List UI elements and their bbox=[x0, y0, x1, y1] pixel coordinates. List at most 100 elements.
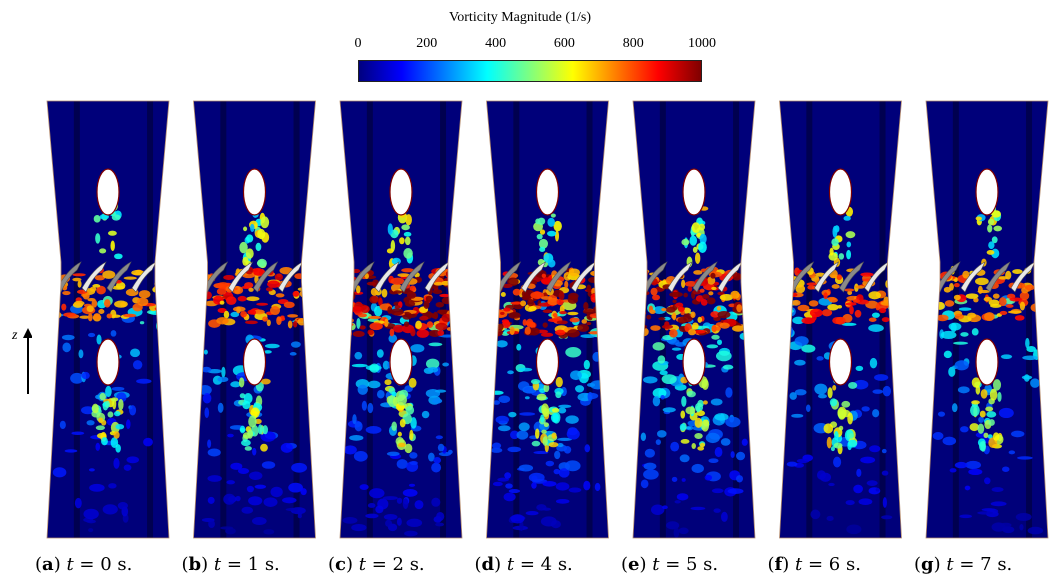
wake-blob bbox=[833, 442, 843, 449]
vortex-blob bbox=[143, 437, 153, 447]
shear-blob bbox=[96, 285, 106, 295]
upper-cylinder bbox=[535, 168, 560, 216]
shear-blob bbox=[717, 291, 725, 296]
shear-blob bbox=[926, 302, 936, 306]
shear-blob bbox=[508, 312, 521, 319]
shear-blob bbox=[486, 292, 494, 298]
vortex-blob bbox=[566, 428, 580, 440]
shear-blob bbox=[256, 302, 269, 306]
vortex-blob bbox=[570, 370, 582, 381]
wake-blob bbox=[547, 259, 556, 268]
vortex-blob bbox=[432, 398, 443, 404]
vortex-blob bbox=[666, 521, 680, 530]
wake-blob bbox=[248, 415, 257, 428]
colorbar-tick-label: 0 bbox=[354, 36, 362, 51]
vortex-blob bbox=[705, 432, 720, 444]
panel-a bbox=[46, 100, 170, 539]
shear-blob bbox=[540, 296, 553, 300]
panel-c bbox=[339, 100, 463, 539]
shear-blob bbox=[638, 271, 646, 279]
vortex-blob bbox=[736, 451, 746, 461]
wake-blob bbox=[686, 390, 696, 398]
vortex-blob bbox=[96, 334, 102, 345]
shear-blob bbox=[868, 317, 877, 322]
wake-blob bbox=[975, 216, 982, 221]
shear-blob bbox=[926, 270, 931, 274]
vortex-blob bbox=[587, 391, 593, 402]
shear-blob bbox=[445, 270, 457, 278]
vortex-blob bbox=[102, 504, 118, 515]
shear-blob bbox=[352, 330, 365, 338]
wake-blob bbox=[110, 437, 119, 448]
shear-blob bbox=[406, 291, 417, 299]
wake-blob bbox=[829, 247, 834, 256]
vortex-blob bbox=[662, 505, 668, 510]
z-axis-arrow bbox=[23, 328, 32, 394]
shear-blob bbox=[435, 301, 445, 308]
vortex-blob bbox=[352, 414, 357, 425]
shear-blob bbox=[702, 294, 710, 299]
vortex-blob bbox=[810, 509, 821, 520]
caption-punct: ) bbox=[782, 554, 796, 575]
caption-part: t bbox=[506, 554, 515, 575]
vortex-blob bbox=[431, 462, 442, 473]
vortex-blob bbox=[410, 344, 425, 353]
vortex-blob bbox=[508, 489, 521, 494]
vortex-blob bbox=[435, 435, 443, 440]
vortex-blob bbox=[86, 519, 96, 524]
shear-blob bbox=[397, 273, 410, 278]
wake-blob bbox=[91, 403, 99, 414]
vortex-blob bbox=[951, 403, 958, 413]
vortex-blob bbox=[504, 472, 512, 479]
shear-blob bbox=[199, 305, 205, 310]
wake-blob bbox=[551, 432, 557, 439]
shear-blob bbox=[708, 291, 714, 296]
shear-blob bbox=[487, 279, 502, 286]
vortex-blob bbox=[948, 322, 962, 331]
shear-blob bbox=[633, 287, 638, 291]
vortex-blob bbox=[207, 475, 222, 482]
shear-blob bbox=[636, 310, 647, 316]
vortex-blob bbox=[382, 496, 398, 501]
turbine-blade bbox=[864, 261, 890, 293]
shear-blob bbox=[223, 274, 235, 281]
vortex-blob bbox=[433, 456, 442, 464]
vortex-blob bbox=[1027, 526, 1044, 535]
wake-blob bbox=[386, 248, 394, 254]
vortex-blob bbox=[673, 527, 680, 538]
shear-blob bbox=[61, 303, 67, 311]
wake-blob bbox=[986, 249, 995, 255]
shear-blob bbox=[194, 267, 199, 275]
wake-blob bbox=[409, 429, 414, 441]
panel-outline bbox=[632, 100, 756, 539]
vortex-blob bbox=[361, 400, 367, 411]
vortex-blob bbox=[805, 404, 811, 412]
shear-blob bbox=[1014, 315, 1025, 321]
wake-blob bbox=[977, 423, 985, 434]
vortex-blob bbox=[438, 451, 452, 457]
vortex-blob bbox=[52, 467, 67, 478]
shear-blob bbox=[954, 313, 965, 320]
shear-blob bbox=[346, 295, 353, 300]
vortex-blob bbox=[860, 456, 876, 464]
vortex-blob bbox=[230, 381, 241, 388]
shear-blob bbox=[693, 330, 706, 334]
wake-blob bbox=[541, 429, 547, 434]
wall-stripe bbox=[73, 101, 80, 538]
vortex-blob bbox=[565, 415, 579, 424]
shear-blob bbox=[225, 296, 237, 305]
wake-blob bbox=[404, 443, 413, 454]
shear-blob bbox=[162, 311, 169, 320]
shear-blob bbox=[700, 298, 708, 306]
wake-blob bbox=[991, 210, 1001, 218]
vortex-blob bbox=[263, 350, 272, 354]
vortex-blob bbox=[858, 498, 873, 506]
shear-blob bbox=[162, 285, 168, 291]
caption-part: t bbox=[213, 554, 222, 575]
wake-blob bbox=[399, 237, 405, 245]
vortex-blob bbox=[524, 396, 530, 400]
shear-blob bbox=[975, 277, 989, 286]
wake-blob bbox=[113, 411, 121, 417]
shear-blob bbox=[223, 310, 230, 319]
